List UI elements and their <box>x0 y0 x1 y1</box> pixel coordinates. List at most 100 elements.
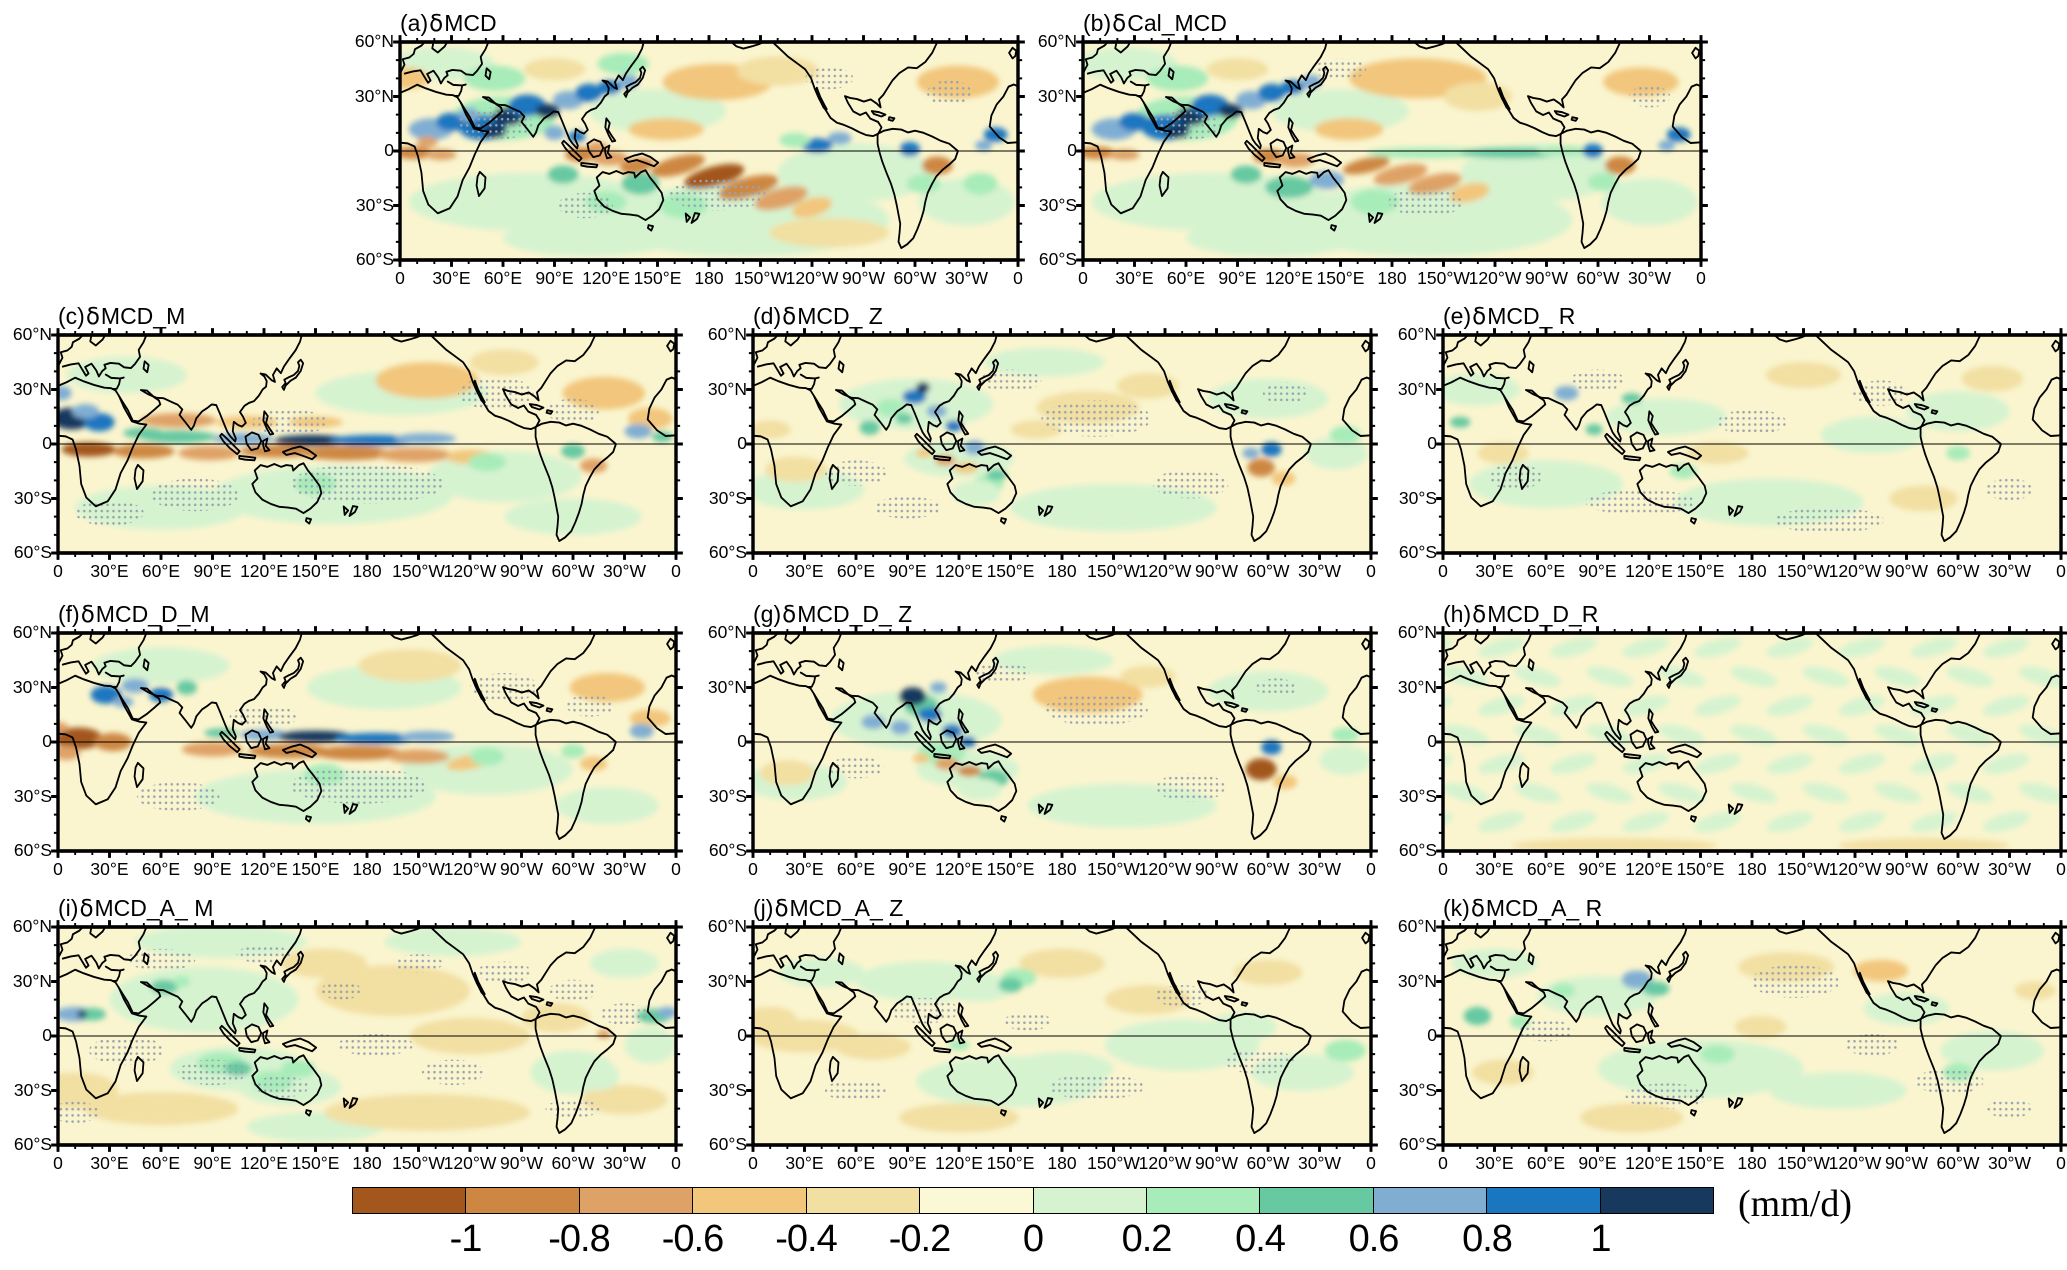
lat-tick-label: 30°S <box>1398 785 1437 806</box>
panel-name: MCD_D_R <box>1487 601 1599 627</box>
map-frame <box>398 40 1020 262</box>
panel-title-i: (i)δMCD_A_ M <box>58 895 213 922</box>
lon-tick-label: 30°E <box>90 561 129 581</box>
lat-tick-label: 30°N <box>354 85 394 106</box>
map-panel-b: (b)δCal_MCD 60°N 30°N 0 30°S 60°S 0 30°E 60°E 90°… <box>1025 10 1708 290</box>
major-ticks <box>1436 626 2067 858</box>
panel-name: MCD_A_ Z <box>789 895 904 921</box>
map-panel-a: (a)δMCD 60°N 30°N 0 30°S 60°S 0 30°E 60°E 90°E 120… <box>342 10 1025 290</box>
lon-tick-label: 0 <box>53 1153 63 1173</box>
colorbar-tick-label: -0.8 <box>548 1218 610 1260</box>
minor-ticks <box>1438 629 2066 855</box>
lon-tick-label: 90°W <box>1195 561 1238 581</box>
lat-tick-label: 0 <box>42 1025 52 1045</box>
minor-ticks <box>748 923 1376 1149</box>
lat-tick-label: 30°S <box>13 1079 52 1100</box>
lon-tick-label: 0 <box>1438 561 1448 581</box>
colorbar-segment-6 <box>1032 1188 1146 1213</box>
major-ticks <box>1076 35 1708 267</box>
lon-tick-label: 150°E <box>291 561 340 581</box>
lon-tick-label: 90°W <box>1195 1153 1238 1173</box>
map-panel-e: (e)δMCD_ R 60°N 30°N 0 30°S 60°S 0 30°E 60°E 90°E… <box>1385 303 2067 583</box>
delta-symbol: δ <box>782 602 797 628</box>
lon-tick-label: 90°E <box>193 1153 232 1173</box>
lat-tick-label: 60°S <box>13 840 52 860</box>
major-ticks <box>51 920 683 1152</box>
map-frame <box>751 631 1373 853</box>
colorbar-segment-4 <box>805 1188 920 1213</box>
lon-tick-label: 30°E <box>90 1153 129 1173</box>
lon-tick-label: 90°E <box>888 561 927 581</box>
lon-tick-label: 0 <box>1078 268 1088 288</box>
map-frame <box>56 925 678 1147</box>
lat-tick-label: 60°S <box>708 542 747 562</box>
lon-tick-label: 30°W <box>1298 859 1341 879</box>
lat-tick-label: 30°N <box>1397 378 1437 399</box>
lon-tick-label: 90°W <box>1525 268 1568 288</box>
lon-tick-label: 60°W <box>1936 859 1980 879</box>
panel-tag: (b) <box>1083 10 1112 36</box>
panel-tag: (j) <box>753 895 774 921</box>
lon-tick-label: 30°W <box>1298 561 1341 581</box>
lon-tick-label: 60°E <box>836 859 876 879</box>
lon-tick-label: 0 <box>671 859 681 879</box>
lon-tick-label: 0 <box>1366 859 1376 879</box>
colorbar-segment-8 <box>1259 1188 1373 1213</box>
lat-tick-label: 60°N <box>1037 31 1077 51</box>
world-map-i <box>51 920 683 1152</box>
panel-title-a: (a)δMCD <box>400 10 497 37</box>
lon-tick-label: 30°W <box>1988 561 2031 581</box>
lon-tick-label: 90°W <box>500 859 543 879</box>
major-ticks <box>746 920 1378 1152</box>
lon-tick-label: 120°E <box>240 561 288 581</box>
colorbar-segment-3 <box>692 1188 806 1213</box>
lon-tick-label: 0 <box>748 561 758 581</box>
panel-title-g: (g)δMCD_D_ Z <box>753 601 912 628</box>
lon-tick-label: 150°E <box>1676 859 1725 879</box>
lon-tick-label: 30°W <box>945 268 988 288</box>
lon-tick-label: 0 <box>53 859 63 879</box>
lon-tick-label: 60°W <box>1576 268 1620 288</box>
lon-tick-label: 0 <box>1696 268 1706 288</box>
lon-tick-label: 120°W <box>443 1153 497 1173</box>
lon-tick-label: 90°W <box>500 561 543 581</box>
lon-tick-label: 30°E <box>1475 859 1514 879</box>
lon-tick-label: 120°W <box>1138 859 1192 879</box>
map-frame <box>1081 40 1703 262</box>
lon-tick-label: 90°E <box>535 268 574 288</box>
panel-tag: (d) <box>753 303 782 329</box>
lat-tick-label: 0 <box>1427 1025 1437 1045</box>
lon-tick-label: 30°E <box>432 268 471 288</box>
lon-tick-label: 90°W <box>1195 859 1238 879</box>
lon-tick-label: 120°W <box>1828 1153 1882 1173</box>
map-panel-h: (h)δMCD_D_R 60°N 30°N 0 30°S 60°S 0 30°E 60°E 90°… <box>1385 601 2067 881</box>
lon-tick-label: 60°W <box>893 268 937 288</box>
panel-name: MCD_ Z <box>797 303 883 329</box>
lon-tick-label: 0 <box>395 268 405 288</box>
lon-tick-label: 30°W <box>1988 1153 2031 1173</box>
map-panel-d: (d)δMCD_ Z 60°N 30°N 0 30°S 60°S 0 30°E 60°E 90°E… <box>695 303 1378 583</box>
anomaly-field <box>1083 47 1698 257</box>
lon-tick-label: 90°W <box>1885 561 1928 581</box>
lon-tick-label: 90°E <box>888 1153 927 1173</box>
world-map-b <box>1076 35 1708 267</box>
lon-tick-label: 120°W <box>1828 859 1882 879</box>
world-map-d <box>746 328 1378 560</box>
lat-tick-label: 60°N <box>1397 916 1437 936</box>
lon-tick-label: 120°E <box>1625 1153 1673 1173</box>
lat-tick-label: 30°S <box>708 1079 747 1100</box>
colorbar-segment-2 <box>578 1188 693 1213</box>
stipple-regions <box>75 376 599 526</box>
map-frame <box>56 333 678 555</box>
lat-tick-label: 30°N <box>1397 970 1437 991</box>
delta-symbol: δ <box>80 602 95 628</box>
panel-title-f: (f)δMCD_D_M <box>58 601 210 628</box>
stipple-regions <box>828 662 1298 802</box>
panel-name: MCD_A_ M <box>94 895 214 921</box>
lon-tick-label: 30°E <box>1475 1153 1514 1173</box>
minor-ticks <box>53 331 681 557</box>
lon-tick-label: 120°E <box>240 1153 288 1173</box>
lon-tick-label: 0 <box>2056 1153 2066 1173</box>
lon-tick-label: 120°E <box>935 561 983 581</box>
minor-ticks <box>748 331 1376 557</box>
